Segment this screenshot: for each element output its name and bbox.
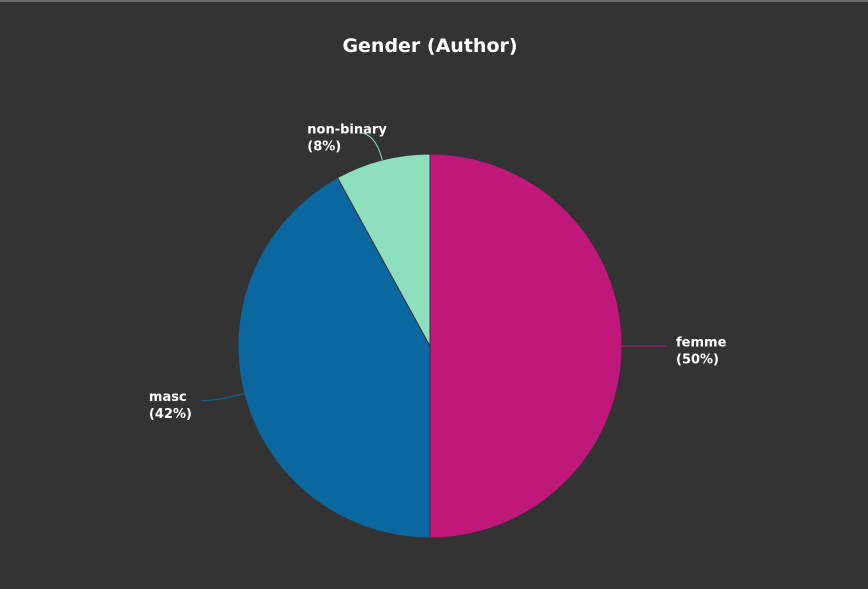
leader-line [200, 393, 245, 402]
slice-value-label: (50%) [676, 353, 719, 368]
slice-value-label: (42%) [149, 407, 192, 422]
pie-slice [336, 153, 431, 347]
leader-line [359, 132, 383, 161]
slice-label: non-binary [307, 122, 387, 137]
slice-value-label: (8%) [307, 139, 341, 154]
slice-label: femme [676, 336, 727, 351]
slice-label: masc [149, 390, 187, 405]
top-border [0, 0, 868, 2]
chart-title: Gender (Author) [342, 35, 517, 57]
pie-slice [429, 153, 623, 539]
